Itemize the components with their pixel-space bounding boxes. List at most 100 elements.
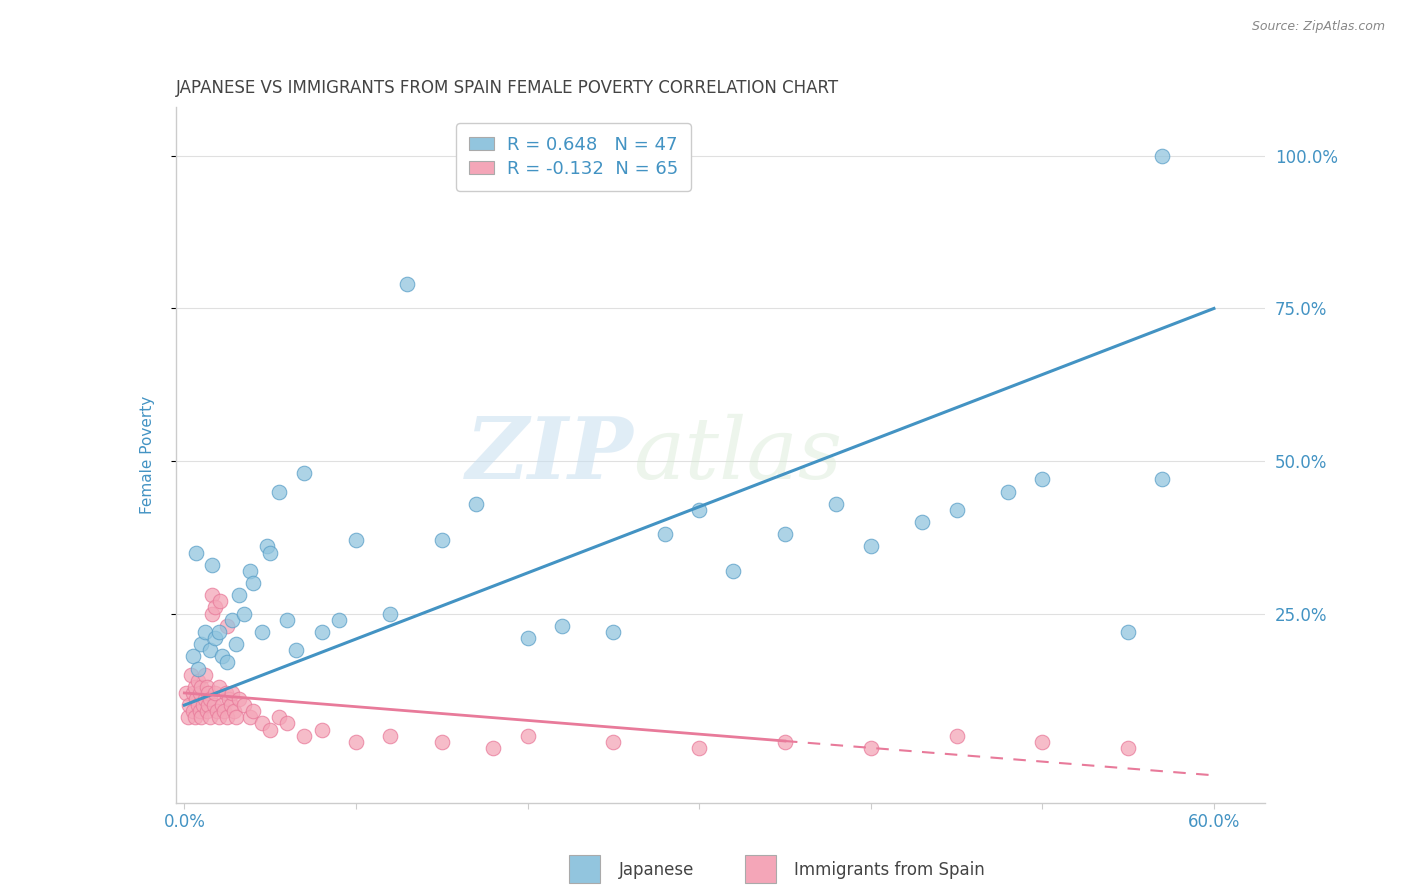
- Point: [773, 735, 796, 749]
- Point: [228, 692, 250, 706]
- Y-axis label: Female Poverty: Female Poverty: [141, 396, 155, 514]
- Point: [190, 637, 212, 651]
- Point: [190, 710, 212, 724]
- Point: [183, 680, 205, 694]
- Point: [1152, 149, 1174, 163]
- Point: [204, 686, 226, 700]
- Point: [430, 735, 453, 749]
- Point: [209, 594, 232, 608]
- Point: [825, 497, 848, 511]
- Point: [194, 624, 217, 639]
- Text: atlas: atlas: [633, 414, 842, 496]
- Point: [174, 686, 197, 700]
- Point: [233, 698, 256, 713]
- Point: [688, 740, 710, 755]
- Point: [179, 698, 201, 713]
- Point: [183, 710, 205, 724]
- Point: [911, 515, 934, 529]
- Point: [1152, 472, 1174, 486]
- Point: [181, 686, 204, 700]
- Text: Source: ZipAtlas.com: Source: ZipAtlas.com: [1251, 20, 1385, 33]
- Point: [208, 710, 231, 724]
- Point: [221, 686, 243, 700]
- Point: [242, 576, 264, 591]
- Point: [380, 607, 402, 621]
- Point: [328, 613, 350, 627]
- Point: [204, 631, 226, 645]
- Point: [945, 729, 967, 743]
- Point: [238, 564, 260, 578]
- Point: [222, 704, 245, 718]
- Point: [602, 735, 624, 749]
- Point: [773, 527, 796, 541]
- Point: [202, 698, 225, 713]
- Point: [516, 631, 538, 645]
- Point: [181, 704, 204, 718]
- Point: [187, 698, 209, 713]
- Point: [344, 533, 367, 548]
- Point: [344, 735, 367, 749]
- Point: [723, 564, 745, 578]
- Point: [211, 649, 233, 664]
- Point: [190, 680, 212, 694]
- Point: [201, 607, 224, 621]
- Point: [217, 656, 239, 670]
- Point: [1031, 472, 1053, 486]
- Point: [430, 533, 453, 548]
- Point: [181, 649, 204, 664]
- Point: [198, 692, 221, 706]
- Point: [221, 613, 243, 627]
- Point: [250, 624, 273, 639]
- Point: [859, 540, 882, 554]
- Point: [242, 704, 264, 718]
- Point: [204, 600, 226, 615]
- Point: [201, 558, 224, 572]
- Point: [465, 497, 488, 511]
- Point: [197, 686, 219, 700]
- Legend: R = 0.648   N = 47, R = -0.132  N = 65: R = 0.648 N = 47, R = -0.132 N = 65: [457, 123, 690, 191]
- Point: [201, 588, 224, 602]
- Point: [267, 710, 290, 724]
- Point: [238, 710, 260, 724]
- Point: [188, 686, 211, 700]
- Point: [276, 613, 298, 627]
- Point: [205, 704, 228, 718]
- Point: [194, 667, 217, 681]
- Point: [225, 710, 247, 724]
- Point: [188, 704, 211, 718]
- Point: [198, 710, 221, 724]
- Point: [516, 729, 538, 743]
- Point: [217, 710, 239, 724]
- Point: [654, 527, 676, 541]
- Point: [997, 484, 1019, 499]
- Point: [180, 667, 202, 681]
- Point: [945, 503, 967, 517]
- Point: [225, 637, 247, 651]
- Point: [217, 619, 239, 633]
- Point: [233, 607, 256, 621]
- Point: [396, 277, 419, 291]
- Point: [259, 545, 281, 559]
- Point: [198, 643, 221, 657]
- Point: [551, 619, 574, 633]
- Point: [187, 661, 209, 675]
- Point: [250, 716, 273, 731]
- Point: [1031, 735, 1053, 749]
- Point: [177, 710, 200, 724]
- Point: [208, 680, 231, 694]
- Point: [194, 692, 217, 706]
- Point: [187, 673, 209, 688]
- Point: [211, 698, 233, 713]
- Point: [195, 680, 218, 694]
- Point: [859, 740, 882, 755]
- Text: Japanese: Japanese: [619, 861, 695, 879]
- Point: [193, 698, 215, 713]
- Point: [256, 540, 278, 554]
- Text: JAPANESE VS IMMIGRANTS FROM SPAIN FEMALE POVERTY CORRELATION CHART: JAPANESE VS IMMIGRANTS FROM SPAIN FEMALE…: [176, 79, 839, 97]
- Point: [688, 503, 710, 517]
- Point: [197, 698, 219, 713]
- Point: [602, 624, 624, 639]
- Point: [259, 723, 281, 737]
- Point: [218, 692, 240, 706]
- Text: Immigrants from Spain: Immigrants from Spain: [794, 861, 986, 879]
